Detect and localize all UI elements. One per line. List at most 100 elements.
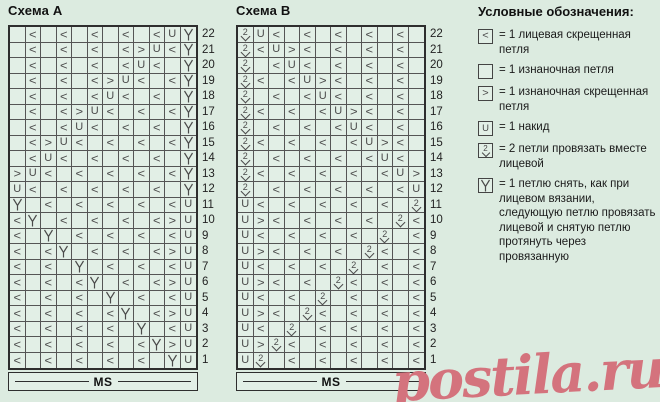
knit-twisted-stitch-icon: < [412,275,421,289]
chart-cell: U [180,213,196,229]
knit-twisted-stitch-icon: < [318,167,327,181]
chart-cell: > [315,73,331,89]
chart-cell: < [10,275,26,291]
k2tog-hook [240,124,251,135]
ms-line-left [15,381,89,382]
knit-twisted-stitch-icon: < [380,198,389,212]
purl-empty-cell [134,151,150,167]
chart-cell: U [253,27,269,43]
purl-empty-cell [118,135,134,151]
knit-twisted-stitch-icon: < [256,74,265,88]
knit-twisted-stitch-icon: < [168,198,177,212]
row-number: 9 [430,229,437,242]
knit-twisted-stitch-icon: < [152,151,161,165]
k2tog-number: 2 [242,42,248,53]
purl-empty-cell [56,337,72,353]
knit-twisted-stitch-icon: < [365,58,374,72]
knit-twisted-stitch-icon: < [168,105,177,119]
purl-empty-cell [253,120,269,136]
chart-cell: < [285,352,300,368]
purl-empty-cell [149,135,165,151]
knit-twisted-stitch-icon: < [152,27,161,41]
knit-twisted-stitch-icon: < [59,89,68,103]
knit-twisted-stitch-icon: < [318,306,327,320]
knit-two-together-icon: 2 [240,167,251,182]
knit-twisted-stitch-icon: < [106,167,115,181]
chart-cell [10,197,26,213]
purl-empty-cell [315,151,331,167]
chart-cell: < [408,306,424,322]
chart-cell: < [393,42,409,58]
slip-psso-icon [183,105,193,118]
purl-empty-cell [165,182,181,198]
chart-cell: < [25,42,41,58]
knit-twisted-stitch-icon: < [287,229,296,243]
legend-item: < = 1 лицевая скрещенная петля [478,28,658,57]
purl-empty-cell [346,244,362,260]
chart-cell: < [56,27,72,43]
chart-cell: < [362,104,378,120]
chart-cell: < [72,290,88,306]
k2tog-number: 2 [242,58,248,69]
yarn-over-icon: U [287,58,296,71]
purl-empty-cell [393,306,409,322]
purl-empty-cell [56,197,72,213]
chart-cell: U [238,275,254,291]
chart-cell: < [134,104,150,120]
chart-cell: < [331,151,347,167]
purl-twisted-stitch-icon: > [168,213,177,227]
knit-twisted-stitch-icon: < [380,260,389,274]
knit-twisted-stitch-icon: < [365,74,374,88]
chart-cell: < [118,42,134,58]
knit-twisted-stitch-icon: < [75,167,84,181]
purl-empty-cell [149,290,165,306]
purl-empty-cell [119,352,134,368]
knit-twisted-stitch-icon: < [59,213,68,227]
row-number: 5 [430,291,437,304]
k2tog-number: 2 [289,321,295,332]
knit-twisted-stitch-icon: < [256,322,265,336]
purl-twisted-stitch-icon: > [168,337,177,351]
yarn-over-icon: U [184,337,193,350]
legend-symbol-box [478,178,493,193]
chart-cell: < [408,260,424,275]
purl-empty-cell [300,197,316,213]
purl-empty-cell [87,259,103,275]
row-number: 20 [202,59,215,71]
chart-cell: < [149,306,165,322]
row-number: 6 [430,276,437,288]
knit-twisted-stitch-icon: < [137,198,146,212]
yarn-over-icon: U [241,306,250,319]
knit-twisted-stitch-icon: < [365,43,374,57]
purl-empty-cell [300,352,316,368]
purl-twisted-stitch-icon: > [482,87,489,99]
purl-empty-cell [315,275,331,291]
knit-twisted-stitch-icon: < [287,353,296,367]
chart-cell: U [238,306,254,322]
knit-twisted-stitch-icon: < [121,43,130,57]
knit-twisted-stitch-icon: < [380,306,389,320]
chart-cell: < [165,73,181,89]
purl-empty-cell [393,290,409,306]
chart-cell: U [331,104,347,120]
chart-cell: < [300,58,316,74]
k2tog-number: 2 [413,197,419,208]
chart-cell: < [118,182,134,198]
chart-cell: > [165,275,181,291]
legend-items: < = 1 лицевая скрещенная петля = 1 изнаноч… [478,28,658,264]
chart-cell: < [393,89,409,105]
purl-twisted-stitch-icon: > [380,136,389,150]
purl-twisted-stitch-icon: > [256,244,265,258]
chart-cell: < [134,259,150,275]
knit-twisted-stitch-icon: < [13,244,22,258]
knit-twisted-stitch-icon: < [90,244,99,258]
purl-empty-cell [377,89,393,105]
chart-cell: 2 [284,321,300,337]
knit-twisted-stitch-icon: < [412,229,421,243]
knit-twisted-stitch-icon: < [121,213,130,227]
chart-cell: < [41,290,57,306]
row-number: 19 [202,74,215,87]
yarn-over-icon: U [121,74,130,87]
purl-empty-cell [284,151,300,167]
chart-cell: < [165,197,181,213]
